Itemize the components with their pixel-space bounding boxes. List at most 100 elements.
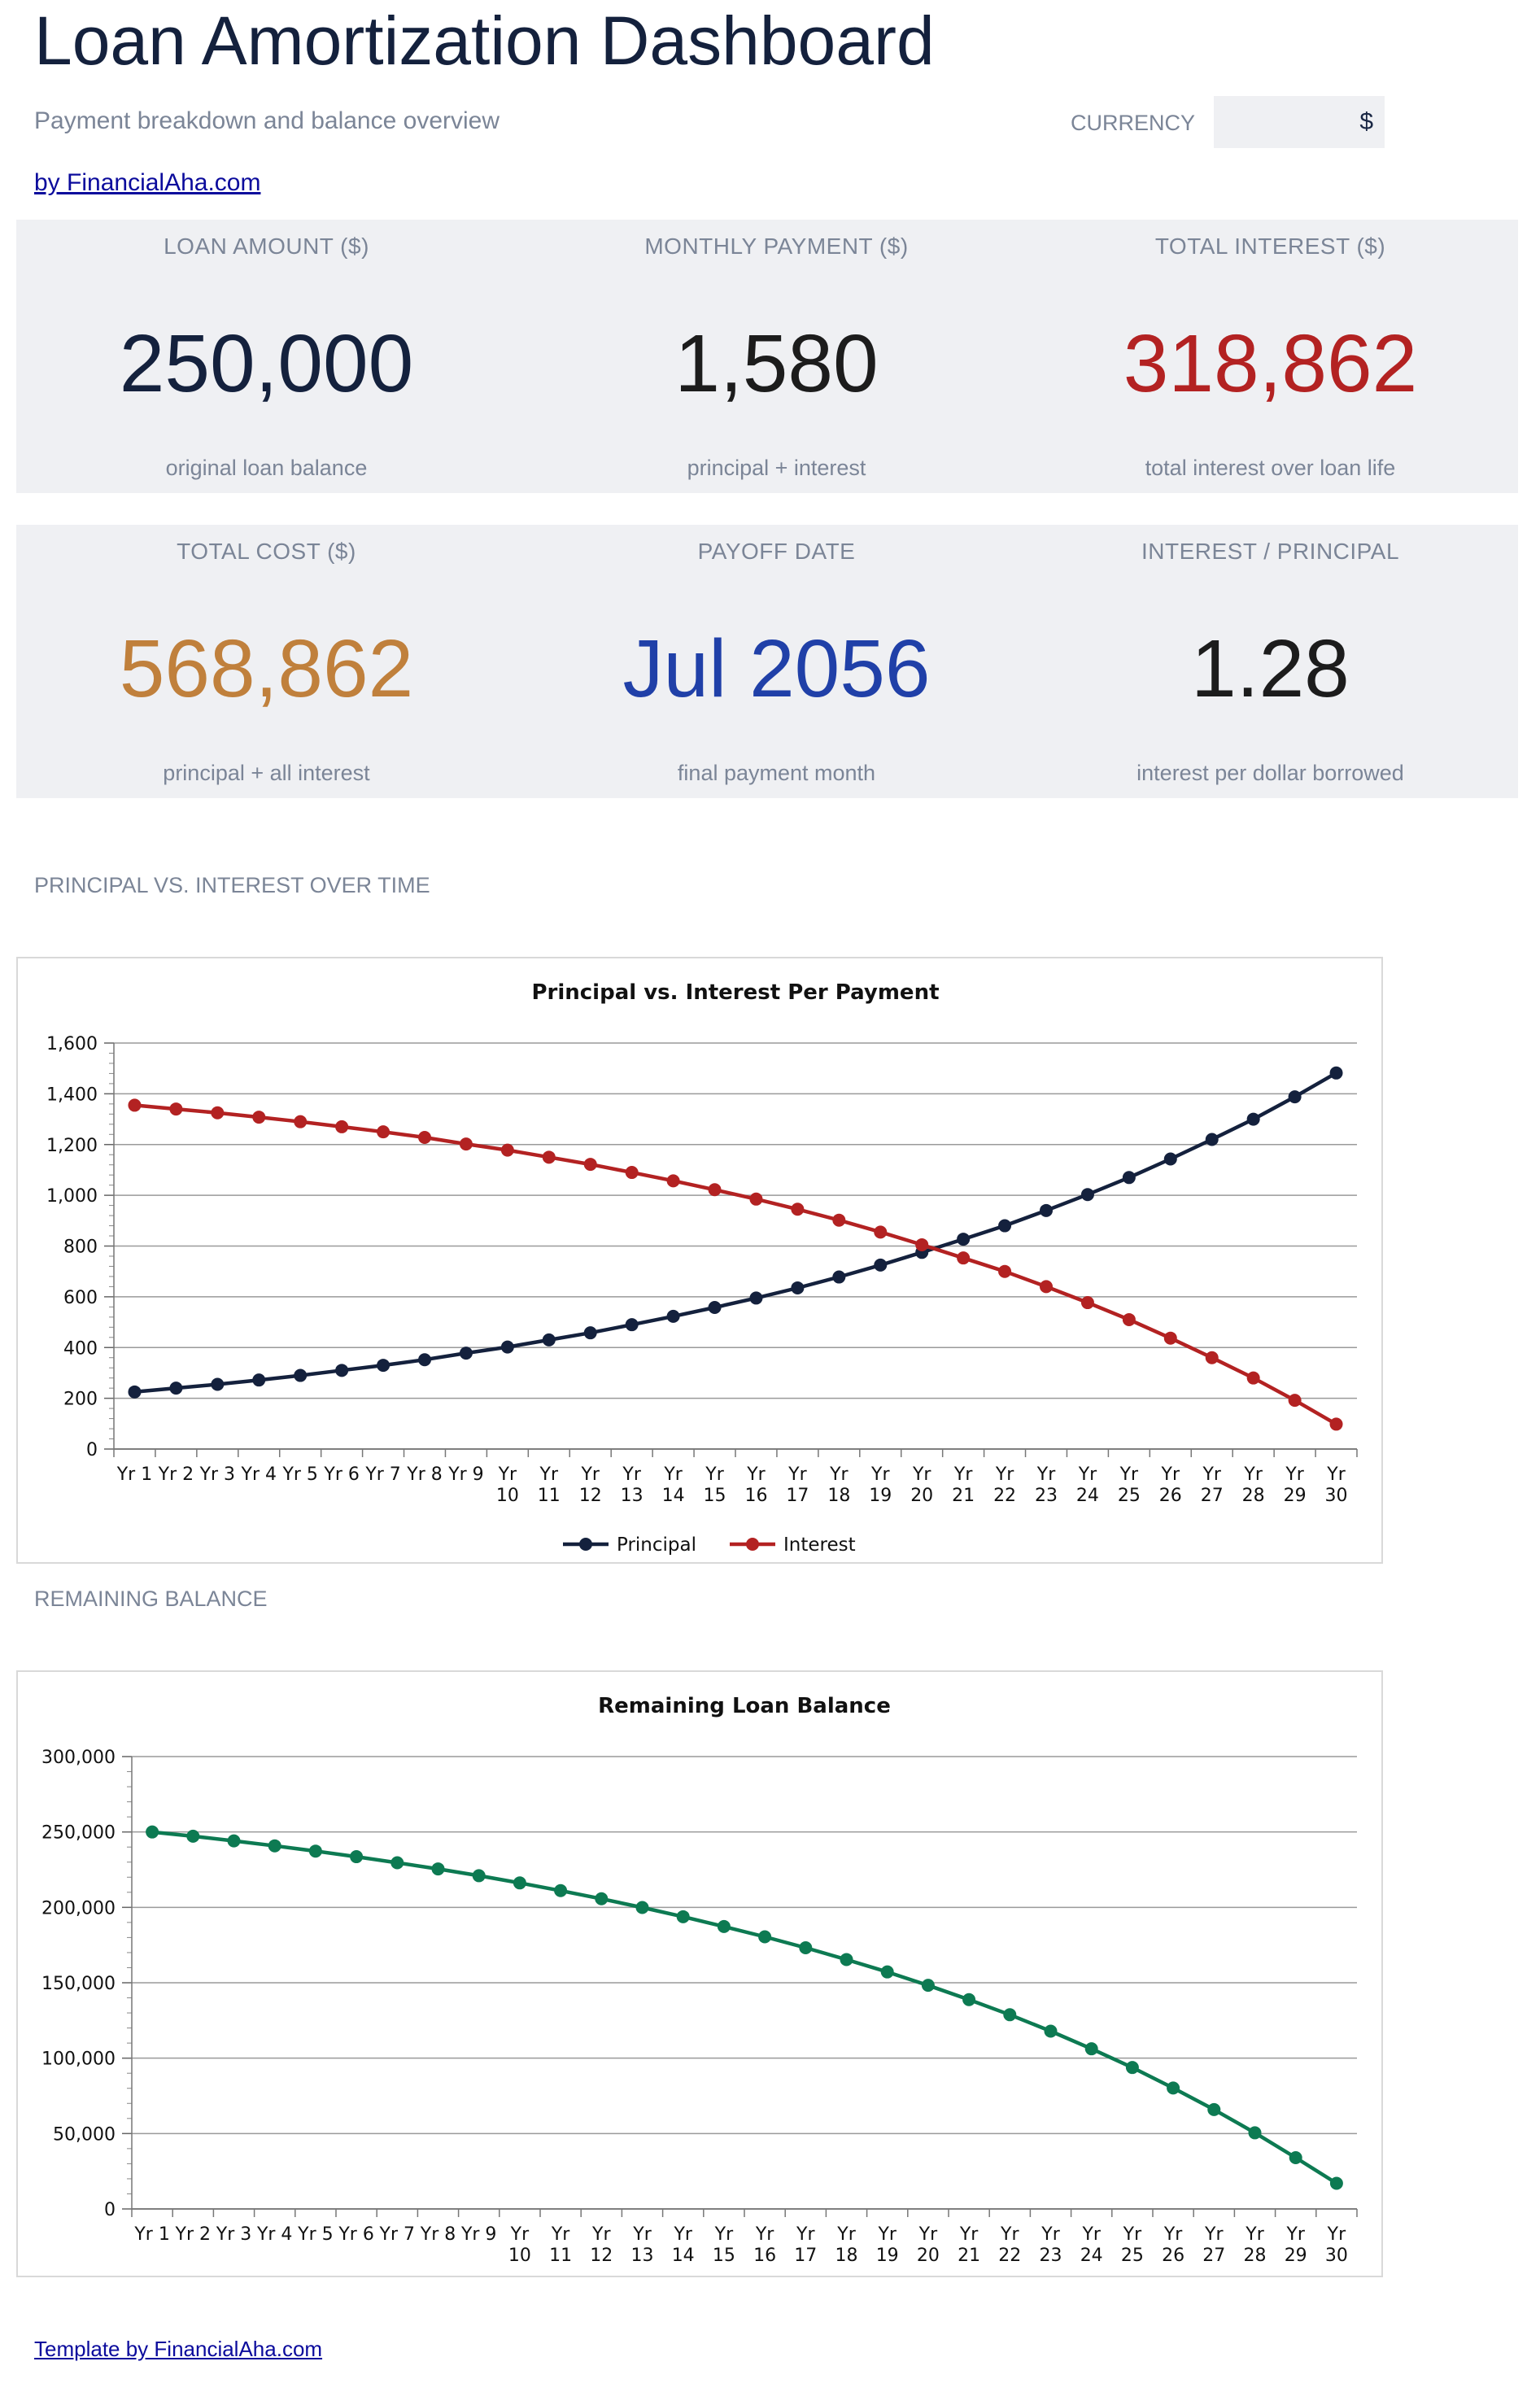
x-tick-label: Yr 9	[460, 2224, 496, 2245]
data-point-interest	[708, 1183, 722, 1197]
data-point-interest	[542, 1150, 556, 1164]
x-tick-label: Yr 16	[744, 1464, 767, 1506]
data-point-principal	[957, 1233, 971, 1246]
x-tick-label: Yr 5	[281, 1464, 317, 1485]
data-point-balance	[1207, 2102, 1221, 2116]
x-tick-label: Yr 1	[133, 2224, 169, 2245]
data-point-balance	[1329, 2176, 1343, 2190]
y-tick-label: 50,000	[53, 2124, 116, 2145]
data-point-balance	[840, 1953, 853, 1966]
kpi-value: 568,862	[119, 623, 414, 714]
data-point-principal	[874, 1258, 888, 1272]
data-point-principal	[169, 1382, 183, 1395]
data-point-interest	[1288, 1394, 1302, 1408]
kpi-value: Jul 2056	[622, 623, 931, 714]
data-point-interest	[583, 1158, 597, 1172]
data-point-balance	[758, 1930, 772, 1944]
data-point-principal	[1080, 1188, 1094, 1202]
x-tick-label: Yr 17	[794, 2224, 817, 2266]
data-point-interest	[1246, 1371, 1260, 1385]
data-point-interest	[915, 1237, 929, 1251]
data-point-interest	[418, 1131, 431, 1145]
x-tick-label: Yr 25	[1118, 1464, 1141, 1506]
data-point-principal	[1040, 1203, 1053, 1217]
data-point-principal	[1246, 1112, 1260, 1126]
kpi-row-1: LOAN AMOUNT ($) 250,000 original loan ba…	[16, 220, 1518, 493]
data-point-principal	[542, 1333, 556, 1347]
x-tick-label: Yr 19	[869, 1464, 892, 1506]
y-tick-label: 1,400	[46, 1085, 98, 1105]
x-tick-label: Yr 15	[713, 2224, 735, 2266]
currency-input[interactable]: $	[1214, 96, 1385, 148]
data-point-principal	[252, 1373, 266, 1387]
data-point-interest	[128, 1098, 142, 1112]
y-tick-label: 200,000	[41, 1898, 116, 1918]
kpi-label: TOTAL COST ($)	[177, 539, 356, 564]
data-point-principal	[500, 1340, 514, 1354]
data-point-balance	[1084, 2042, 1098, 2056]
kpi-value: 1.28	[1191, 623, 1350, 714]
y-tick-label: 1,200	[46, 1136, 98, 1156]
kpi-caption: principal + all interest	[163, 761, 370, 785]
data-point-interest	[874, 1225, 888, 1239]
x-tick-label: Yr 6	[338, 2224, 373, 2245]
page-subtitle: Payment breakdown and balance overview	[34, 107, 500, 134]
kpi-label: INTEREST / PRINCIPAL	[1141, 539, 1400, 564]
data-point-principal	[418, 1353, 431, 1367]
footer-link[interactable]: Template by FinancialAha.com	[34, 2337, 323, 2361]
data-point-interest	[1040, 1280, 1053, 1294]
kpi-card-total-interest: TOTAL INTEREST ($) 318,862 total interes…	[1020, 220, 1520, 493]
x-tick-label: Yr 30	[1325, 2224, 1348, 2266]
x-tick-label: Yr 1	[116, 1464, 152, 1485]
data-point-interest	[998, 1264, 1012, 1278]
data-point-principal	[708, 1300, 722, 1314]
data-point-principal	[1288, 1090, 1302, 1104]
data-point-principal	[335, 1364, 349, 1377]
y-tick-label: 200	[63, 1390, 98, 1410]
data-point-principal	[625, 1318, 639, 1332]
currency-label: CURRENCY	[1071, 111, 1196, 135]
data-point-balance	[921, 1979, 935, 1993]
byline-link[interactable]: by FinancialAha.com	[34, 169, 261, 196]
legend-label: Interest	[783, 1534, 856, 1556]
data-point-principal	[128, 1385, 142, 1399]
kpi-label: PAYOFF DATE	[697, 539, 856, 564]
data-point-interest	[294, 1115, 308, 1128]
y-tick-label: 250,000	[41, 1823, 116, 1844]
data-point-balance	[186, 1829, 200, 1843]
x-tick-label: Yr 14	[662, 1464, 685, 1506]
y-tick-label: 800	[63, 1237, 98, 1258]
legend-marker	[746, 1538, 759, 1551]
data-point-balance	[431, 1862, 445, 1876]
legend-label: Principal	[617, 1534, 696, 1556]
y-tick-label: 0	[104, 2200, 116, 2220]
data-point-interest	[832, 1213, 846, 1227]
kpi-caption: final payment month	[677, 761, 876, 785]
y-tick-label: 0	[86, 1440, 98, 1460]
data-point-principal	[791, 1281, 805, 1294]
data-point-interest	[749, 1192, 763, 1206]
data-point-interest	[377, 1125, 390, 1139]
kpi-caption: original loan balance	[165, 456, 368, 480]
data-point-interest	[459, 1137, 473, 1151]
data-point-interest	[666, 1174, 680, 1188]
legend-marker	[579, 1538, 592, 1551]
x-tick-label: Yr 26	[1159, 1464, 1182, 1506]
data-point-interest	[625, 1166, 639, 1180]
x-tick-label: Yr 16	[753, 2224, 776, 2266]
data-point-principal	[211, 1377, 225, 1391]
x-tick-label: Yr 14	[672, 2224, 695, 2266]
data-point-interest	[1329, 1417, 1343, 1431]
data-point-balance	[1044, 2024, 1058, 2038]
kpi-label: LOAN AMOUNT ($)	[164, 234, 369, 259]
chart-title: Remaining Loan Balance	[598, 1694, 891, 1718]
data-point-balance	[227, 1834, 241, 1848]
x-tick-label: Yr 27	[1201, 1464, 1224, 1506]
data-point-balance	[717, 1919, 731, 1933]
x-tick-label: Yr 17	[786, 1464, 809, 1506]
x-tick-label: Yr 2	[158, 1464, 194, 1485]
y-tick-label: 400	[63, 1338, 98, 1359]
x-tick-label: Yr 25	[1121, 2224, 1144, 2266]
x-tick-label: Yr 28	[1244, 2224, 1267, 2266]
x-tick-label: Yr 7	[364, 1464, 400, 1485]
